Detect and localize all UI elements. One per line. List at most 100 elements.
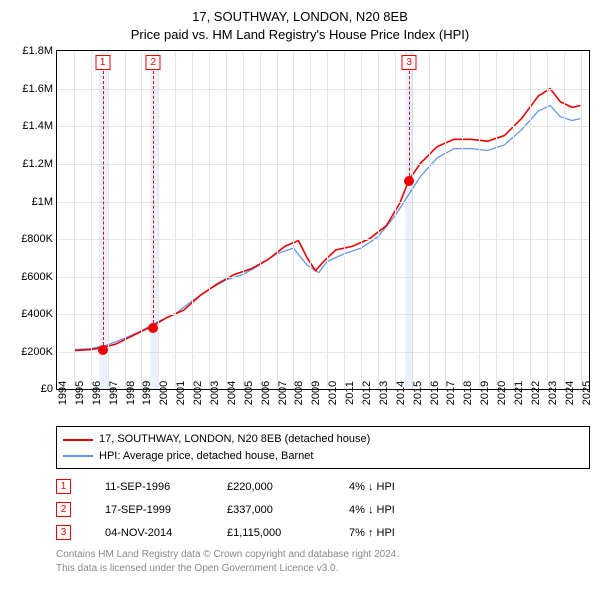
- gridline-vertical: [378, 51, 379, 389]
- transaction-row: 1 11-SEP-1996 £220,000 4% ↓ HPI: [56, 479, 590, 494]
- footer-line-2: This data is licensed under the Open Gov…: [56, 562, 590, 576]
- legend-item: HPI: Average price, detached house, Barn…: [63, 448, 583, 465]
- footer-attribution: Contains HM Land Registry data © Crown c…: [56, 548, 590, 576]
- x-axis-tick-label: 2024: [564, 381, 576, 405]
- transaction-price: £1,115,000: [227, 527, 327, 539]
- title-main: 17, SOUTHWAY, LONDON, N20 8EB: [10, 8, 590, 26]
- event-marker-box: 1: [95, 55, 110, 70]
- transaction-date: 11-SEP-1996: [105, 481, 205, 493]
- x-axis-tick-label: 2011: [344, 382, 356, 406]
- event-marker-vline: [153, 71, 154, 327]
- x-axis-tick-label: 2005: [243, 381, 255, 405]
- gridline-vertical: [547, 51, 548, 389]
- gridline-vertical: [226, 51, 227, 389]
- transaction-hpi-delta: 7% ↑ HPI: [349, 527, 449, 539]
- y-axis-tick-label: £1.8M: [22, 45, 53, 57]
- chart-lines-svg: [57, 51, 589, 389]
- gridline-horizontal: [57, 126, 589, 127]
- y-axis-tick-label: £1.2M: [22, 158, 53, 170]
- x-axis-tick-label: 2004: [226, 381, 238, 405]
- title-block: 17, SOUTHWAY, LONDON, N20 8EB Price paid…: [10, 8, 590, 44]
- x-axis-tick-label: 2003: [209, 381, 221, 405]
- gridline-vertical: [243, 51, 244, 389]
- y-axis-tick-label: £1.4M: [22, 120, 53, 132]
- transaction-marker: 2: [56, 502, 71, 517]
- legend-box: 17, SOUTHWAY, LONDON, N20 8EB (detached …: [56, 426, 590, 469]
- y-axis-tick-label: £400K: [21, 308, 53, 320]
- x-axis-tick-label: 2017: [445, 381, 457, 405]
- transaction-price: £337,000: [227, 504, 327, 516]
- legend-swatch: [63, 455, 93, 457]
- x-axis-tick-label: 2012: [361, 381, 373, 405]
- x-axis-tick-label: 2013: [378, 381, 390, 405]
- legend-swatch: [63, 439, 93, 441]
- gridline-horizontal: [57, 277, 589, 278]
- y-axis-tick-label: £0: [41, 383, 53, 395]
- x-axis-tick-label: 2002: [192, 381, 204, 405]
- event-data-point: [98, 345, 108, 355]
- gridline-vertical: [293, 51, 294, 389]
- gridline-vertical: [496, 51, 497, 389]
- transaction-hpi-delta: 4% ↓ HPI: [349, 481, 449, 493]
- gridline-vertical: [513, 51, 514, 389]
- gridline-vertical: [277, 51, 278, 389]
- gridline-vertical: [530, 51, 531, 389]
- gridline-horizontal: [57, 202, 589, 203]
- x-axis-tick-label: 2021: [513, 381, 525, 405]
- x-axis-tick-label: 1998: [125, 381, 137, 405]
- x-axis-tick-label: 2008: [293, 381, 305, 405]
- x-axis-tick-label: 2009: [310, 381, 322, 405]
- gridline-vertical: [158, 51, 159, 389]
- gridline-vertical: [310, 51, 311, 389]
- gridline-vertical: [125, 51, 126, 389]
- transaction-list: 1 11-SEP-1996 £220,000 4% ↓ HPI 2 17-SEP-1999…: [56, 479, 590, 540]
- y-axis-tick-label: £1.6M: [22, 83, 53, 95]
- transaction-row: 304-NOV-2014£1,115,0007% ↑ HPI: [56, 525, 590, 540]
- gridline-vertical: [344, 51, 345, 389]
- gridline-vertical: [260, 51, 261, 389]
- gridline-vertical: [91, 51, 92, 389]
- x-axis-tick-label: 1994: [57, 381, 69, 405]
- y-axis-tick-label: £800K: [21, 233, 53, 245]
- gridline-vertical: [192, 51, 193, 389]
- x-axis-tick-label: 2016: [429, 381, 441, 405]
- gridline-vertical: [108, 51, 109, 389]
- x-axis-tick-label: 2025: [581, 381, 593, 405]
- x-axis-tick-label: 2010: [327, 381, 339, 405]
- gridline-horizontal: [57, 164, 589, 165]
- gridline-vertical: [429, 51, 430, 389]
- gridline-vertical: [361, 51, 362, 389]
- gridline-horizontal: [57, 314, 589, 315]
- footer-line-1: Contains HM Land Registry data © Crown c…: [56, 548, 590, 562]
- x-axis-tick-label: 2000: [158, 381, 170, 405]
- legend-item: 17, SOUTHWAY, LONDON, N20 8EB (detached …: [63, 431, 583, 448]
- transaction-marker: 1: [56, 479, 71, 494]
- title-sub: Price paid vs. HM Land Registry's House …: [10, 26, 590, 44]
- transaction-hpi-delta: 4% ↓ HPI: [349, 504, 449, 516]
- chart-container: 17, SOUTHWAY, LONDON, N20 8EB Price paid…: [0, 0, 600, 586]
- x-axis-tick-label: 2023: [547, 381, 559, 405]
- x-axis-tick-label: 2001: [175, 381, 187, 405]
- gridline-vertical: [327, 51, 328, 389]
- y-axis-tick-label: £200K: [21, 346, 53, 358]
- x-axis-tick-label: 2020: [496, 381, 508, 405]
- transaction-date: 17-SEP-1999: [105, 504, 205, 516]
- event-data-point: [404, 176, 414, 186]
- x-axis-tick-label: 2019: [479, 381, 491, 405]
- gridline-horizontal: [57, 89, 589, 90]
- legend-label: HPI: Average price, detached house, Barn…: [99, 448, 313, 465]
- gridline-vertical: [581, 51, 582, 389]
- x-axis-tick-label: 2015: [412, 381, 424, 405]
- event-marker-vline: [409, 71, 410, 180]
- transaction-row: 2 17-SEP-1999 £337,000 4% ↓ HPI: [56, 502, 590, 517]
- transaction-price: £220,000: [227, 481, 327, 493]
- transaction-marker: 3: [56, 525, 71, 540]
- gridline-vertical: [445, 51, 446, 389]
- x-axis-tick-label: 2018: [462, 381, 474, 405]
- gridline-vertical: [395, 51, 396, 389]
- gridline-vertical: [564, 51, 565, 389]
- event-marker-vline: [103, 71, 104, 349]
- x-axis-tick-label: 2006: [260, 381, 272, 405]
- gridline-vertical: [175, 51, 176, 389]
- gridline-vertical: [74, 51, 75, 389]
